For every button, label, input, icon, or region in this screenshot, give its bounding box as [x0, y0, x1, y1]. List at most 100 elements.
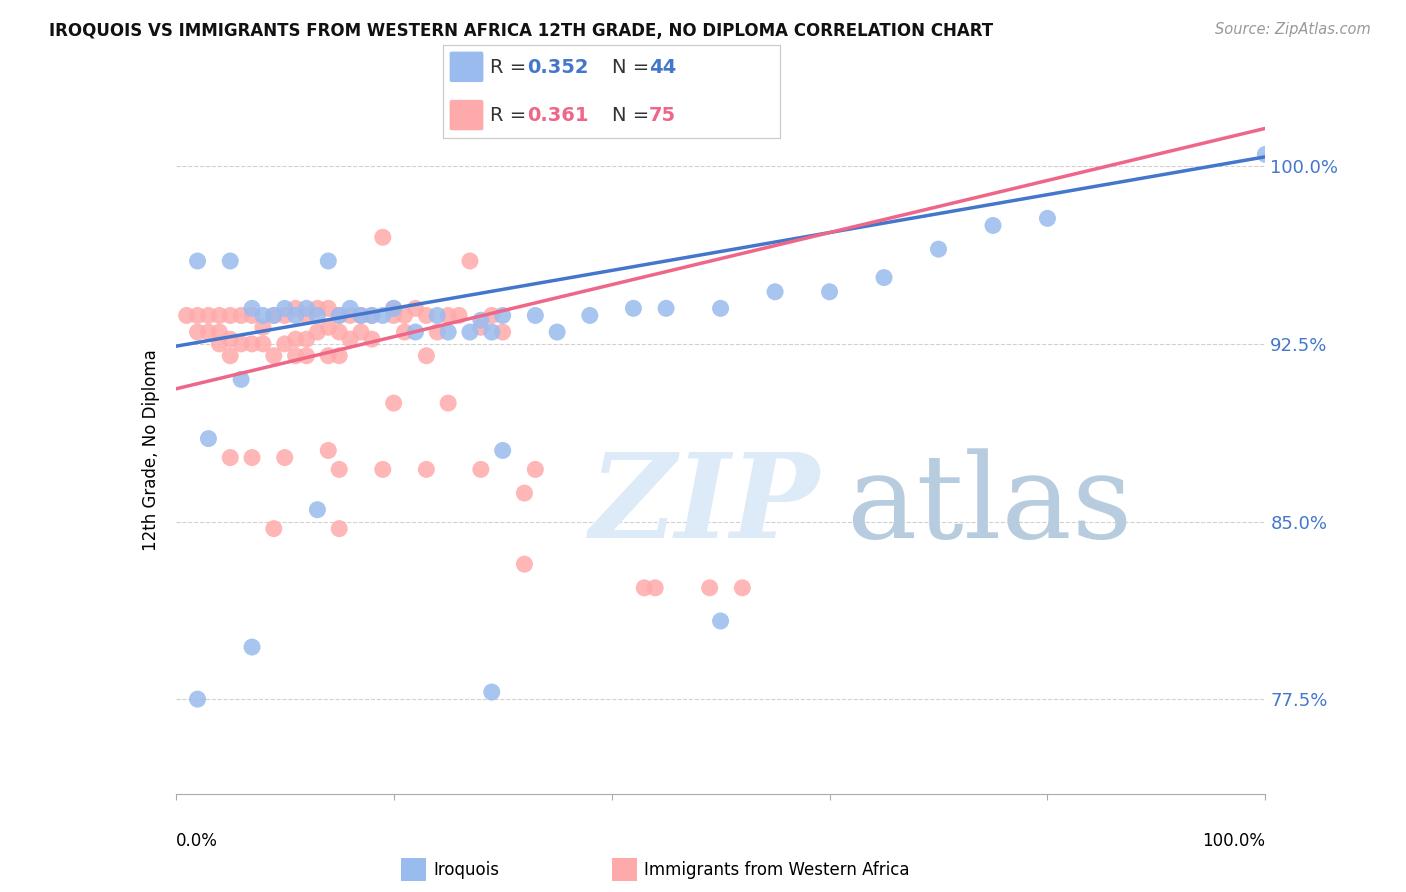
Point [415, 309, 437, 323]
Point [208, 309, 231, 323]
Point [621, 301, 644, 316]
Point [492, 443, 515, 458]
Point [219, 332, 242, 346]
Point [208, 337, 231, 351]
FancyBboxPatch shape [450, 100, 484, 130]
Point [1036, 211, 1059, 226]
Point [644, 581, 666, 595]
Point [274, 309, 297, 323]
Point [263, 309, 285, 323]
Point [981, 219, 1004, 233]
Text: Iroquois: Iroquois [433, 861, 499, 879]
Point [655, 301, 678, 316]
Point [231, 372, 253, 386]
Point [513, 557, 536, 571]
FancyBboxPatch shape [450, 52, 484, 82]
Point [328, 325, 350, 339]
Point [382, 396, 405, 410]
Point [295, 301, 318, 316]
Point [763, 285, 786, 299]
Point [481, 309, 503, 323]
Point [295, 309, 318, 323]
Point [426, 309, 449, 323]
Point [252, 320, 274, 334]
Point [328, 309, 350, 323]
Point [382, 301, 405, 316]
Point [873, 270, 896, 285]
Point [252, 309, 274, 323]
Point [186, 254, 209, 268]
Point [307, 502, 329, 516]
Point [339, 301, 361, 316]
Point [470, 313, 492, 327]
Point [818, 285, 841, 299]
Point [437, 396, 460, 410]
Point [481, 685, 503, 699]
Text: ZIP: ZIP [591, 448, 820, 563]
Point [186, 309, 209, 323]
Point [371, 230, 394, 244]
Text: Immigrants from Western Africa: Immigrants from Western Africa [644, 861, 910, 879]
Point [219, 254, 242, 268]
Point [394, 325, 416, 339]
Point [328, 462, 350, 476]
Point [710, 301, 733, 316]
Point [284, 309, 307, 323]
Point [546, 325, 568, 339]
Point [240, 450, 263, 465]
Point [1254, 147, 1277, 161]
Text: N =: N = [612, 58, 655, 77]
Point [371, 462, 394, 476]
Point [328, 349, 350, 363]
Point [186, 692, 209, 706]
Point [633, 581, 655, 595]
Point [382, 301, 405, 316]
Point [219, 309, 242, 323]
Text: Source: ZipAtlas.com: Source: ZipAtlas.com [1215, 22, 1371, 37]
Point [426, 325, 449, 339]
Point [240, 309, 263, 323]
Point [231, 309, 253, 323]
Point [284, 301, 307, 316]
Point [274, 450, 297, 465]
Text: 0.352: 0.352 [527, 58, 589, 77]
Point [350, 325, 373, 339]
Y-axis label: 12th Grade, No Diploma: 12th Grade, No Diploma [142, 350, 160, 551]
Point [524, 462, 547, 476]
Point [240, 301, 263, 316]
Point [447, 309, 470, 323]
Point [197, 325, 219, 339]
Point [197, 432, 219, 446]
Point [318, 320, 340, 334]
Text: atlas: atlas [846, 448, 1132, 563]
Point [360, 309, 382, 323]
Text: R =: R = [491, 106, 533, 125]
Point [928, 242, 950, 256]
Point [360, 332, 382, 346]
Point [318, 254, 340, 268]
Point [231, 337, 253, 351]
Point [307, 309, 329, 323]
Point [186, 325, 209, 339]
Point [328, 309, 350, 323]
Point [382, 309, 405, 323]
Point [240, 337, 263, 351]
Point [437, 325, 460, 339]
Point [699, 581, 721, 595]
Text: N =: N = [612, 106, 655, 125]
Point [710, 614, 733, 628]
Point [295, 349, 318, 363]
Point [284, 349, 307, 363]
Point [252, 337, 274, 351]
Point [492, 309, 515, 323]
Point [513, 486, 536, 500]
Point [492, 325, 515, 339]
Point [394, 309, 416, 323]
Point [318, 443, 340, 458]
Point [208, 325, 231, 339]
Point [405, 301, 427, 316]
Point [415, 462, 437, 476]
Point [176, 309, 198, 323]
Point [284, 332, 307, 346]
Point [219, 450, 242, 465]
